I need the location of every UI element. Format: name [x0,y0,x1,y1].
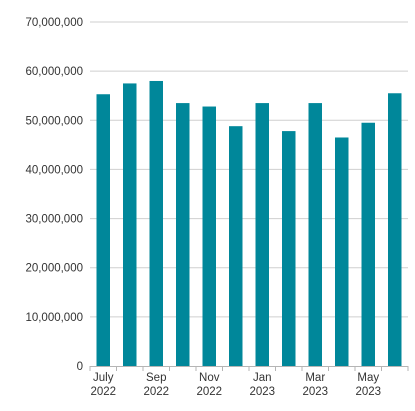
gridlines [90,21,408,318]
y-tick-label: 20,000,000 [25,263,83,275]
y-tick-label: 40,000,000 [25,164,83,176]
bar [361,122,375,366]
bar [388,93,402,366]
x-tick-label-year: 2023 [302,386,328,398]
y-tick-label: 0 [77,361,83,373]
bar [229,126,243,366]
x-tick-label-month: July [93,372,114,384]
x-tick-label-year: 2022 [196,386,222,398]
x-tick-label-year: 2023 [249,386,275,398]
x-tick-label-month: Nov [199,372,220,384]
y-tick-label: 60,000,000 [25,66,83,78]
x-tick-label-month: May [357,372,379,384]
y-axis-tick-labels: 0 10,000,000 20,000,000 30,000,000 40,000,00… [25,17,83,373]
bar [202,106,216,367]
bar [176,103,190,366]
y-tick-label: 70,000,000 [25,17,83,29]
bar [123,83,137,366]
bar [335,137,349,366]
bar [149,80,163,366]
bar [96,94,110,367]
x-tick-label-year: 2022 [143,386,169,398]
x-tick-label-year: 2022 [90,386,116,398]
y-tick-label: 30,000,000 [25,214,83,226]
bars [96,80,402,367]
y-tick-label: 50,000,000 [25,115,83,127]
x-tick-label-month: Jan [253,372,272,384]
x-tick-label-year: 2023 [355,386,381,398]
bar [255,103,269,366]
x-tick-label-month: Sep [146,372,166,384]
bar [282,131,296,366]
x-axis-ticks: July 2022 Sep 2022 Nov 2022 Jan 2023 Mar 2023 May 2… [89,366,409,398]
bar [308,103,322,366]
y-tick-label: 10,000,000 [25,312,83,324]
x-tick-label-month: Mar [305,372,325,384]
